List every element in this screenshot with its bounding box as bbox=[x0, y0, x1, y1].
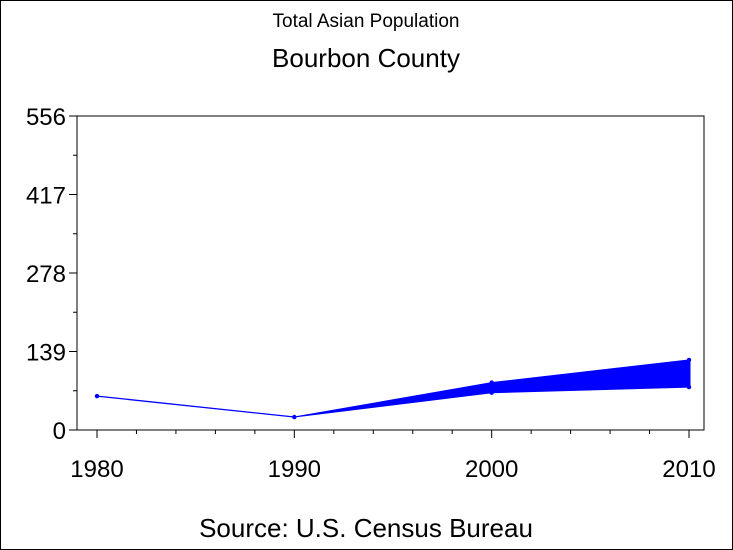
chart-title: Total Asian Population bbox=[273, 11, 460, 32]
x-tick-label: 1980 bbox=[70, 456, 123, 483]
y-tick-label: 556 bbox=[26, 104, 66, 131]
chart-subtitle: Bourbon County bbox=[272, 43, 460, 73]
x-tick-label: 1990 bbox=[268, 456, 321, 483]
y-tick-label: 0 bbox=[53, 418, 66, 445]
band-low-point bbox=[686, 384, 692, 390]
x-tick-label: 2010 bbox=[662, 456, 715, 483]
y-tick-label: 278 bbox=[26, 261, 66, 288]
data-marks bbox=[94, 357, 692, 420]
band-low-point bbox=[489, 390, 494, 395]
source-footnote: Source: U.S. Census Bureau bbox=[199, 513, 533, 543]
band-high-point bbox=[489, 380, 494, 385]
band-high-point bbox=[686, 357, 692, 363]
series-line bbox=[96, 395, 295, 418]
y-tick-label: 417 bbox=[26, 183, 66, 210]
data-point bbox=[292, 414, 297, 420]
x-tick-label: 2000 bbox=[465, 456, 518, 483]
y-axis: 0 139 278 417 556 bbox=[26, 104, 77, 445]
data-point bbox=[94, 393, 100, 399]
y-tick-label: 139 bbox=[26, 340, 66, 367]
x-axis: 1980 1990 2000 2010 bbox=[70, 430, 716, 483]
